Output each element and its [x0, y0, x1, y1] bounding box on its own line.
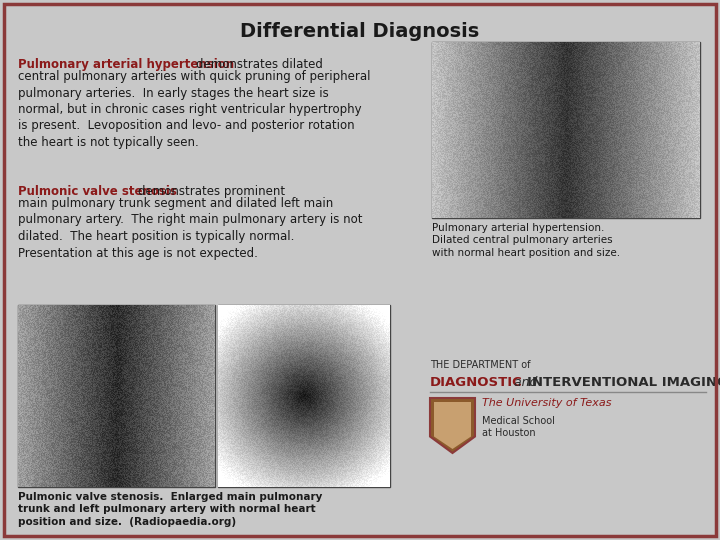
Text: THE DEPARTMENT of: THE DEPARTMENT of [430, 360, 531, 370]
Bar [432, 42, 700, 218]
Bar [218, 305, 390, 487]
Text: DIAGNOSTIC: DIAGNOSTIC [430, 376, 523, 389]
Text: demonstrates prominent: demonstrates prominent [138, 185, 285, 198]
Text: Differential Diagnosis: Differential Diagnosis [240, 22, 480, 41]
Text: Pulmonary arterial hypertension.
Dilated central pulmonary arteries
with normal : Pulmonary arterial hypertension. Dilated… [432, 223, 620, 258]
Text: Medical School: Medical School [482, 416, 555, 426]
Text: at Houston: at Houston [482, 428, 536, 438]
Text: central pulmonary arteries with quick pruning of peripheral
pulmonary arteries. : central pulmonary arteries with quick pr… [18, 70, 371, 149]
Polygon shape [434, 402, 471, 449]
Text: main pulmonary trunk segment and dilated left main
pulmonary artery.  The right : main pulmonary trunk segment and dilated… [18, 197, 362, 260]
Text: Pulmonary arterial hypertension: Pulmonary arterial hypertension [18, 58, 234, 71]
Polygon shape [430, 398, 475, 453]
Text: Pulmonic valve stenosis.  Enlarged main pulmonary
trunk and left pulmonary arter: Pulmonic valve stenosis. Enlarged main p… [18, 492, 323, 527]
Text: Pulmonic valve stenosis: Pulmonic valve stenosis [18, 185, 177, 198]
Text: demonstrates dilated: demonstrates dilated [196, 58, 323, 71]
Text: and: and [510, 376, 541, 389]
Text: The University of Texas: The University of Texas [482, 398, 611, 408]
Text: INTERVENTIONAL IMAGING: INTERVENTIONAL IMAGING [527, 376, 720, 389]
Bar [18, 305, 215, 487]
